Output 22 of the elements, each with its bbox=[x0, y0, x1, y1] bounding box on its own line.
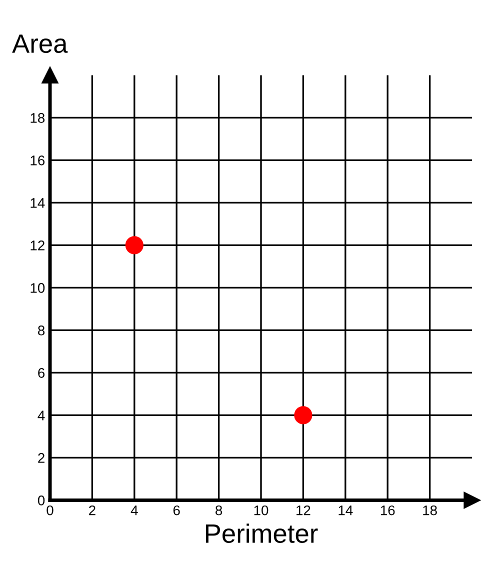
x-tick-label: 12 bbox=[296, 505, 310, 516]
y-tick-label: 14 bbox=[30, 198, 45, 208]
y-tick-label: 12 bbox=[30, 240, 44, 250]
y-tick-label: 4 bbox=[38, 410, 45, 420]
x-tick-label: 0 bbox=[46, 505, 54, 516]
x-tick-label: 14 bbox=[338, 506, 353, 516]
x-tick-label: 10 bbox=[254, 505, 268, 516]
y-tick-label: 10 bbox=[30, 283, 45, 293]
y-axis-title: Area bbox=[12, 34, 68, 53]
y-tick-label: 8 bbox=[38, 326, 45, 336]
x-tick-label: 8 bbox=[216, 505, 222, 516]
y-tick-label: 2 bbox=[38, 453, 44, 463]
x-tick-label: 2 bbox=[89, 505, 96, 516]
y-tick-label: 6 bbox=[38, 368, 45, 378]
y-tick-label: 18 bbox=[30, 113, 45, 123]
y-tick-label: 0 bbox=[38, 496, 45, 506]
x-tick-label: 18 bbox=[423, 505, 437, 516]
y-tick-label: 16 bbox=[30, 156, 45, 166]
x-tick-label: 4 bbox=[130, 506, 138, 516]
x-tick-label: 6 bbox=[173, 505, 180, 516]
x-tick-label: 16 bbox=[380, 505, 395, 516]
x-axis-title: Perimeter bbox=[206, 524, 318, 543]
